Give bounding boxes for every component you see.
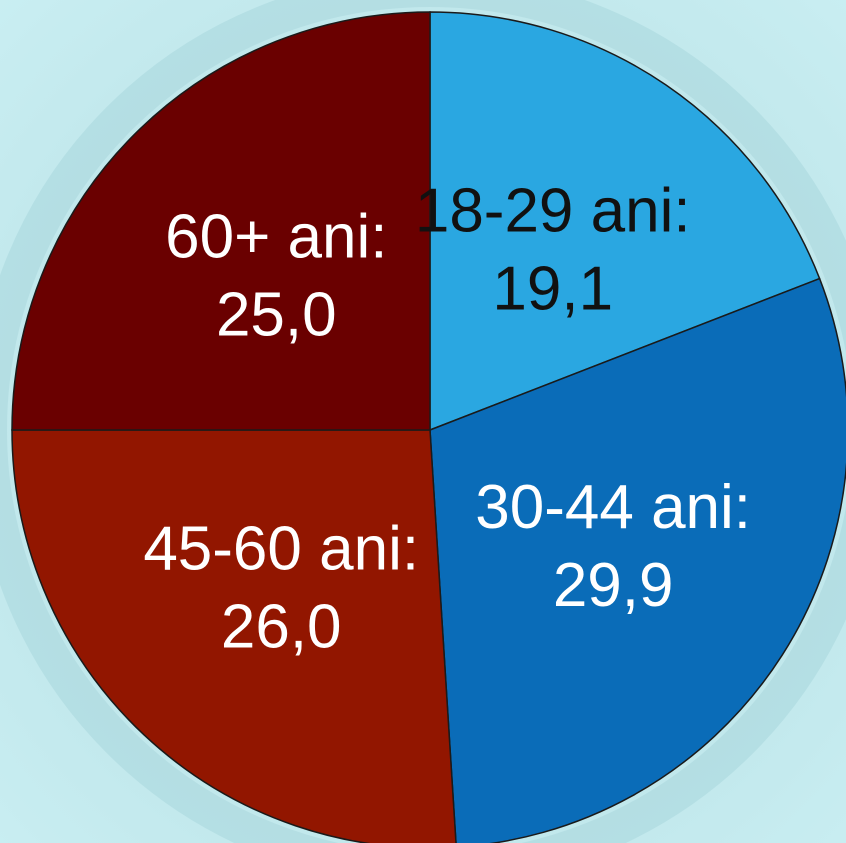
slice-value-label: 25,0 bbox=[216, 280, 337, 349]
slice-category-label: 60+ ani: bbox=[165, 202, 387, 271]
slice-value-label: 29,9 bbox=[553, 551, 674, 620]
slice-value-label: 19,1 bbox=[492, 255, 613, 324]
slice-category-label: 18-29 ani: bbox=[415, 177, 691, 246]
slice-category-label: 45-60 ani: bbox=[143, 514, 419, 583]
pie-slice bbox=[429, 277, 846, 843]
pie-slice bbox=[429, 11, 821, 432]
slice-category-label: 30-44 ani: bbox=[475, 473, 751, 542]
pie-labels: 18-29 ani: 19,1 30-44 ani: 29,9 45-60 ani: 26… bbox=[143, 177, 751, 662]
pie-slice bbox=[11, 11, 431, 431]
pie-slices bbox=[11, 11, 846, 843]
slice-value-label: 26,0 bbox=[221, 592, 342, 661]
